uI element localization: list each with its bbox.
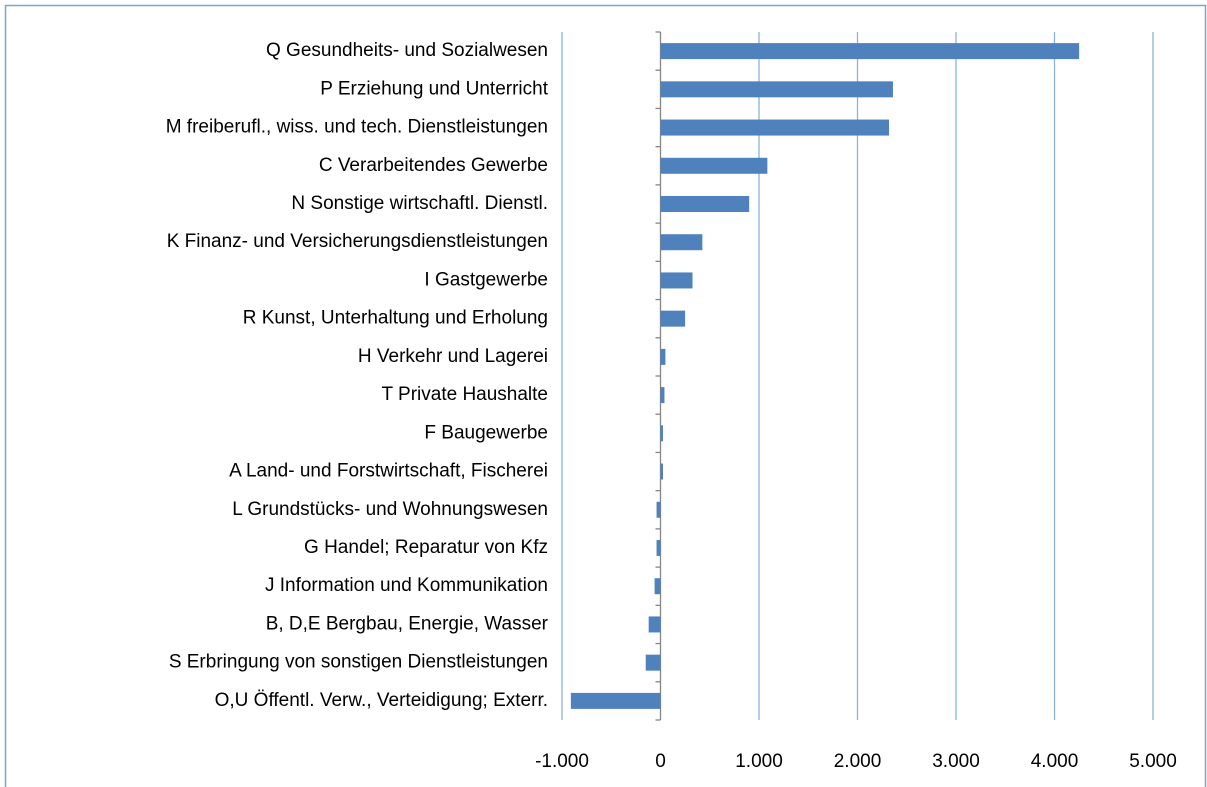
bar [660, 81, 893, 98]
y-tick-label: I Gastgewerbe [424, 269, 548, 290]
y-tick-label: O,U Öffentl. Verw., Verteidigung; Exterr… [215, 690, 548, 711]
y-tick-label: S Erbringung von sonstigen Dienstleistun… [169, 652, 548, 673]
x-tick-label: 5.000 [1129, 751, 1177, 772]
chart-border [4, 4, 1207, 787]
x-tick-label: 3.000 [932, 751, 980, 772]
x-tick-label: 0 [655, 751, 666, 772]
y-tick-label: J Information und Kommunikation [265, 575, 548, 596]
bar [660, 310, 686, 327]
y-tick-label: H Verkehr und Lagerei [358, 346, 548, 367]
bar [660, 119, 890, 136]
bar [660, 196, 750, 212]
bar [660, 272, 693, 289]
y-tick-label: R Kunst, Unterhaltung und Erholung [243, 308, 548, 329]
bar [660, 463, 663, 480]
bar [645, 654, 661, 671]
y-tick-label: Q Gesundheits- und Sozialwesen [266, 40, 548, 61]
x-tick-label: -1.000 [535, 751, 589, 772]
bar [660, 157, 768, 174]
x-tick-label: 4.000 [1031, 751, 1079, 772]
y-tick-label: M freiberufl., wiss. und tech. Dienstlei… [166, 117, 548, 138]
bar [660, 43, 1080, 60]
bar [656, 501, 661, 518]
x-tick-label: 2.000 [834, 751, 882, 772]
y-tick-label: N Sonstige wirtschaftl. Dienstl. [291, 193, 548, 214]
bar [570, 692, 661, 709]
y-tick-label: A Land- und Forstwirtschaft, Fischerei [229, 461, 548, 482]
bar [660, 387, 665, 404]
y-tick-label: B, D,E Bergbau, Energie, Wasser [266, 613, 549, 634]
x-tick-label: 1.000 [735, 751, 783, 772]
bar [660, 234, 703, 251]
y-tick-label: F Baugewerbe [424, 422, 548, 443]
bar [660, 425, 663, 442]
y-tick-label: L Grundstücks- und Wohnungswesen [232, 499, 548, 520]
bar [654, 578, 661, 595]
y-tick-label: K Finanz- und Versicherungsdienstleistun… [167, 231, 548, 252]
y-tick-label: C Verarbeitendes Gewerbe [319, 155, 548, 176]
y-tick-label: G Handel; Reparatur von Kfz [304, 537, 548, 558]
bar [656, 540, 661, 556]
y-tick-label: T Private Haushalte [381, 384, 548, 405]
y-tick-label: P Erziehung und Unterricht [320, 78, 548, 99]
bar [660, 348, 666, 365]
bar [648, 616, 661, 633]
